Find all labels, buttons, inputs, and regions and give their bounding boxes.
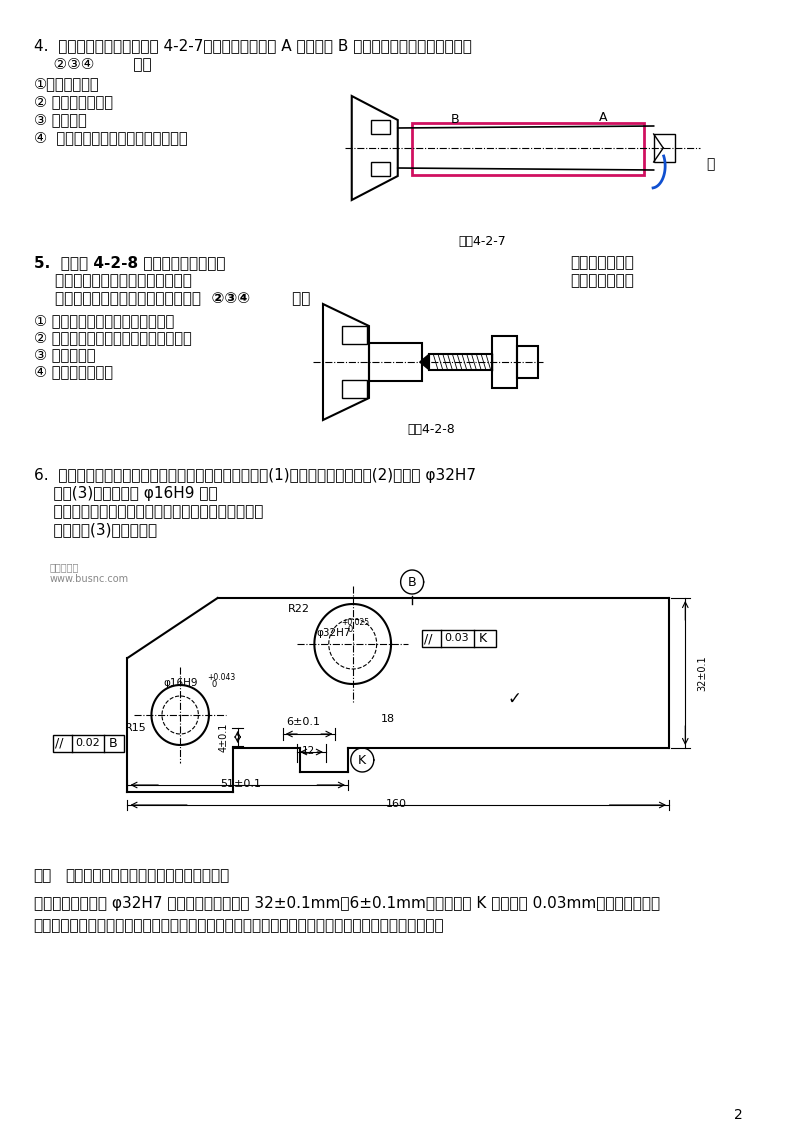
Bar xyxy=(412,123,644,175)
Text: ④  车床纵向导轨与主轴回转轴线不平: ④ 车床纵向导轨与主轴回转轴线不平 xyxy=(34,130,187,145)
Text: 0: 0 xyxy=(348,625,353,634)
Text: φ32H7: φ32H7 xyxy=(316,628,350,638)
Text: 4±0.1: 4±0.1 xyxy=(218,722,228,752)
Text: 4.  在车床上车削光轴（习图 4-2-7），车后发现工件 A 处直径比 B 处直径大，其可能的原因有（: 4. 在车床上车削光轴（习图 4-2-7），车后发现工件 A 处直径比 B 处直… xyxy=(34,38,471,53)
Text: //: // xyxy=(54,737,63,751)
Text: K: K xyxy=(358,754,366,766)
Text: www.busnc.com: www.busnc.com xyxy=(50,574,129,584)
Text: 偏大。造成孔径偏大的可能原因有（  ②③④        ）。: 偏大。造成孔径偏大的可能原因有（ ②③④ ）。 xyxy=(34,291,310,306)
Text: ① 车床导轨与主轴回转轴线不平行: ① 车床导轨与主轴回转轴线不平行 xyxy=(34,314,174,328)
Bar xyxy=(654,134,674,162)
Text: 5.  如习图 4-2-8 所示，零件安装在车: 5. 如习图 4-2-8 所示，零件安装在车 xyxy=(34,255,225,271)
Text: 0.03: 0.03 xyxy=(444,633,468,643)
Text: R15: R15 xyxy=(125,723,146,734)
Text: //: // xyxy=(424,632,432,645)
Text: B: B xyxy=(450,113,459,126)
Bar xyxy=(422,631,497,648)
Text: 第一道工序按划线找正，刨底面和凸台。: 第一道工序按划线找正，刨底面和凸台。 xyxy=(65,868,230,883)
Text: ④ 钻头刃磨不对称: ④ 钻头刃磨不对称 xyxy=(34,365,113,379)
Text: 习图4-2-7: 习图4-2-7 xyxy=(458,235,506,248)
Text: +0.043: +0.043 xyxy=(207,674,235,681)
Text: 测量，发现孔径: 测量，发现孔径 xyxy=(570,273,634,288)
Text: ② 尾顶尖刚度不足: ② 尾顶尖刚度不足 xyxy=(34,94,113,109)
Text: ✓: ✓ xyxy=(508,691,522,708)
Text: B: B xyxy=(108,737,117,751)
Text: 51±0.1: 51±0.1 xyxy=(221,779,262,789)
Text: 分析工序(3)的定位基准: 分析工序(3)的定位基准 xyxy=(34,522,157,537)
Text: 试选择各工序的定位基准并确定各限制几个自由度。: 试选择各工序的定位基准并确定各限制几个自由度。 xyxy=(34,504,263,518)
Bar xyxy=(369,343,422,381)
Text: ② 尾座套筒轴线与主轴回转轴线不同轴: ② 尾座套筒轴线与主轴回转轴线不同轴 xyxy=(34,331,191,345)
Text: 数控工作室: 数控工作室 xyxy=(50,561,79,572)
Text: +0.025: +0.025 xyxy=(342,618,370,627)
Text: ②③④        ）。: ②③④ ）。 xyxy=(34,55,151,71)
Bar xyxy=(517,346,538,378)
Text: 习图4-2-8: 习图4-2-8 xyxy=(407,423,455,436)
Text: 解：: 解： xyxy=(34,868,52,883)
Text: 18: 18 xyxy=(381,714,394,724)
Text: 孔；(3)钻、扩、铰 φ16H9 孔。: 孔；(3)钻、扩、铰 φ16H9 孔。 xyxy=(34,486,217,501)
Text: 32±0.1: 32±0.1 xyxy=(698,655,708,691)
Text: 的原则选择底面和凸台为定位基准，底面限制三个自由度，凸台限制两个自由度，无基准不重合误差。: 的原则选择底面和凸台为定位基准，底面限制三个自由度，凸台限制两个自由度，无基准不… xyxy=(34,918,444,933)
Text: 孔（钻头安装在尾座上）。加工后: 孔（钻头安装在尾座上）。加工后 xyxy=(34,273,191,288)
Text: 第二道工序粗精镗 φ32H7 孔。加工要求为尺寸 32±0.1mm、6±0.1mm及凸台侧面 K 的平行度 0.03mm。根据基准重合: 第二道工序粗精镗 φ32H7 孔。加工要求为尺寸 32±0.1mm、6±0.1m… xyxy=(34,897,660,911)
Text: ①刀架刚度不足: ①刀架刚度不足 xyxy=(34,76,99,91)
Text: 2: 2 xyxy=(734,1108,742,1122)
Text: ③ 刀具热变形: ③ 刀具热变形 xyxy=(34,348,95,362)
Text: 6.  图所示为车床进刀轴架零件，若已知其工艺过程为：(1)粗精刨底面和凸台；(2)粗精镗 φ32H7: 6. 图所示为车床进刀轴架零件，若已知其工艺过程为：(1)粗精刨底面和凸台；(2… xyxy=(34,468,475,483)
Text: ③ 导轨扭曲: ③ 导轨扭曲 xyxy=(34,112,86,127)
Text: 12: 12 xyxy=(302,746,315,756)
Text: R22: R22 xyxy=(287,604,310,614)
Text: φ16H9: φ16H9 xyxy=(163,678,198,688)
Text: 床三爪卡盘上钻: 床三爪卡盘上钻 xyxy=(570,255,634,271)
Polygon shape xyxy=(420,354,430,370)
Text: 0.02: 0.02 xyxy=(74,738,99,748)
Bar xyxy=(53,735,124,752)
Text: 0: 0 xyxy=(212,680,217,689)
Text: 行: 行 xyxy=(706,157,714,171)
Text: B: B xyxy=(408,575,417,589)
Text: K: K xyxy=(478,632,486,645)
Bar xyxy=(492,336,517,388)
Text: 6±0.1: 6±0.1 xyxy=(286,717,321,727)
Text: 160: 160 xyxy=(386,799,407,809)
Text: A: A xyxy=(599,111,607,125)
